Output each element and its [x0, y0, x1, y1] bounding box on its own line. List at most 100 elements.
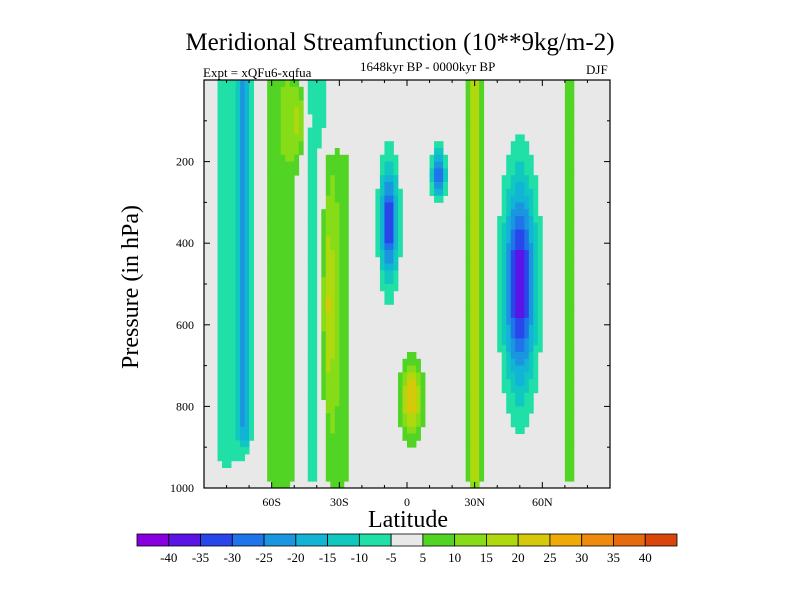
contour-cell [217, 420, 223, 428]
contour-cell [280, 114, 286, 122]
contour-cell [515, 406, 521, 414]
contour-cell [524, 216, 530, 224]
contour-cell [470, 168, 476, 176]
contour-cell [470, 80, 476, 88]
contour-cell [474, 331, 480, 339]
contour-cell [379, 270, 385, 278]
contour-cell [280, 474, 286, 482]
contour-cell [334, 311, 340, 319]
contour-cell [343, 250, 349, 258]
contour-cell [285, 311, 291, 319]
contour-cell [465, 216, 471, 224]
contour-cell [519, 148, 525, 156]
contour-cell [470, 386, 476, 394]
contour-cell [226, 236, 232, 244]
contour-cell [397, 392, 403, 400]
contour-cell [231, 345, 236, 353]
contour-cell [244, 420, 250, 428]
contour-cell [407, 372, 412, 380]
contour-cell [384, 148, 390, 156]
contour-cell [271, 229, 277, 237]
contour-cell [407, 386, 412, 394]
contour-cell [339, 399, 345, 407]
contour-cell [226, 107, 232, 115]
contour-cell [312, 107, 318, 115]
contour-cell [375, 188, 381, 196]
contour-cell [289, 386, 295, 394]
contour-cell [235, 426, 241, 434]
colorbar-box [422, 533, 456, 547]
contour-cell [330, 168, 336, 176]
contour-cell [343, 168, 349, 176]
contour-cell [506, 182, 512, 190]
contour-cell [497, 263, 503, 271]
contour-cell [271, 80, 277, 88]
colorbar-box [231, 533, 265, 547]
contour-cell [564, 168, 570, 176]
contour-cell [244, 209, 250, 217]
contour-cell [474, 399, 480, 407]
contour-cell [280, 318, 286, 326]
contour-cell [307, 358, 313, 366]
contour-cell [474, 297, 480, 305]
contour-cell [330, 474, 336, 482]
contour-cell [271, 270, 277, 278]
contour-cell [289, 148, 295, 156]
contour-cell [280, 304, 286, 312]
contour-cell [289, 406, 295, 414]
contour-cell [312, 216, 318, 224]
contour-cell [244, 114, 250, 122]
contour-cell [339, 229, 345, 237]
contour-cell [533, 277, 539, 285]
contour-cell [470, 114, 476, 122]
contour-cell [533, 175, 539, 183]
contour-cell [343, 195, 349, 203]
contour-cell [285, 277, 291, 285]
contour-cell [330, 454, 336, 462]
y-tick-label: 600 [176, 318, 194, 332]
contour-cell [231, 263, 236, 271]
contour-cell [231, 386, 236, 394]
contour-cell [501, 277, 507, 285]
contour-cell [470, 420, 476, 428]
contour-cell [443, 161, 448, 169]
contour-cell [298, 100, 304, 108]
contour-cell [276, 182, 282, 190]
contour-cell [528, 284, 534, 292]
contour-cell [312, 379, 318, 387]
contour-cell [564, 447, 570, 455]
contour-cell [379, 182, 385, 190]
contour-cell [222, 182, 227, 190]
contour-cell [244, 141, 250, 149]
contour-cell [465, 161, 471, 169]
contour-cell [528, 379, 534, 387]
contour-cell [235, 86, 241, 94]
contour-cell [343, 182, 349, 190]
contour-cell [316, 107, 322, 115]
contour-cell [470, 141, 476, 149]
contour-cell [470, 120, 476, 128]
contour-cell [271, 256, 277, 264]
contour-cell [564, 141, 570, 149]
contour-cell [280, 86, 286, 94]
contour-cell [271, 250, 277, 258]
contour-cell [479, 358, 485, 366]
contour-cell [325, 379, 331, 387]
contour-cell [569, 107, 575, 115]
contour-cell [564, 352, 570, 360]
contour-cell [249, 413, 255, 421]
contour-cell [402, 420, 408, 428]
contour-cell [240, 284, 245, 292]
contour-cell [465, 358, 471, 366]
contour-cell [479, 202, 485, 210]
contour-cell [276, 379, 282, 387]
contour-cell [479, 120, 485, 128]
colorbar-box [549, 533, 583, 547]
contour-cell [515, 263, 521, 271]
contour-cell [339, 440, 345, 448]
contour-cell [330, 345, 336, 353]
contour-cell [393, 243, 399, 251]
contour-cell [312, 209, 318, 217]
contour-cell [474, 80, 480, 88]
contour-cell [271, 379, 277, 387]
